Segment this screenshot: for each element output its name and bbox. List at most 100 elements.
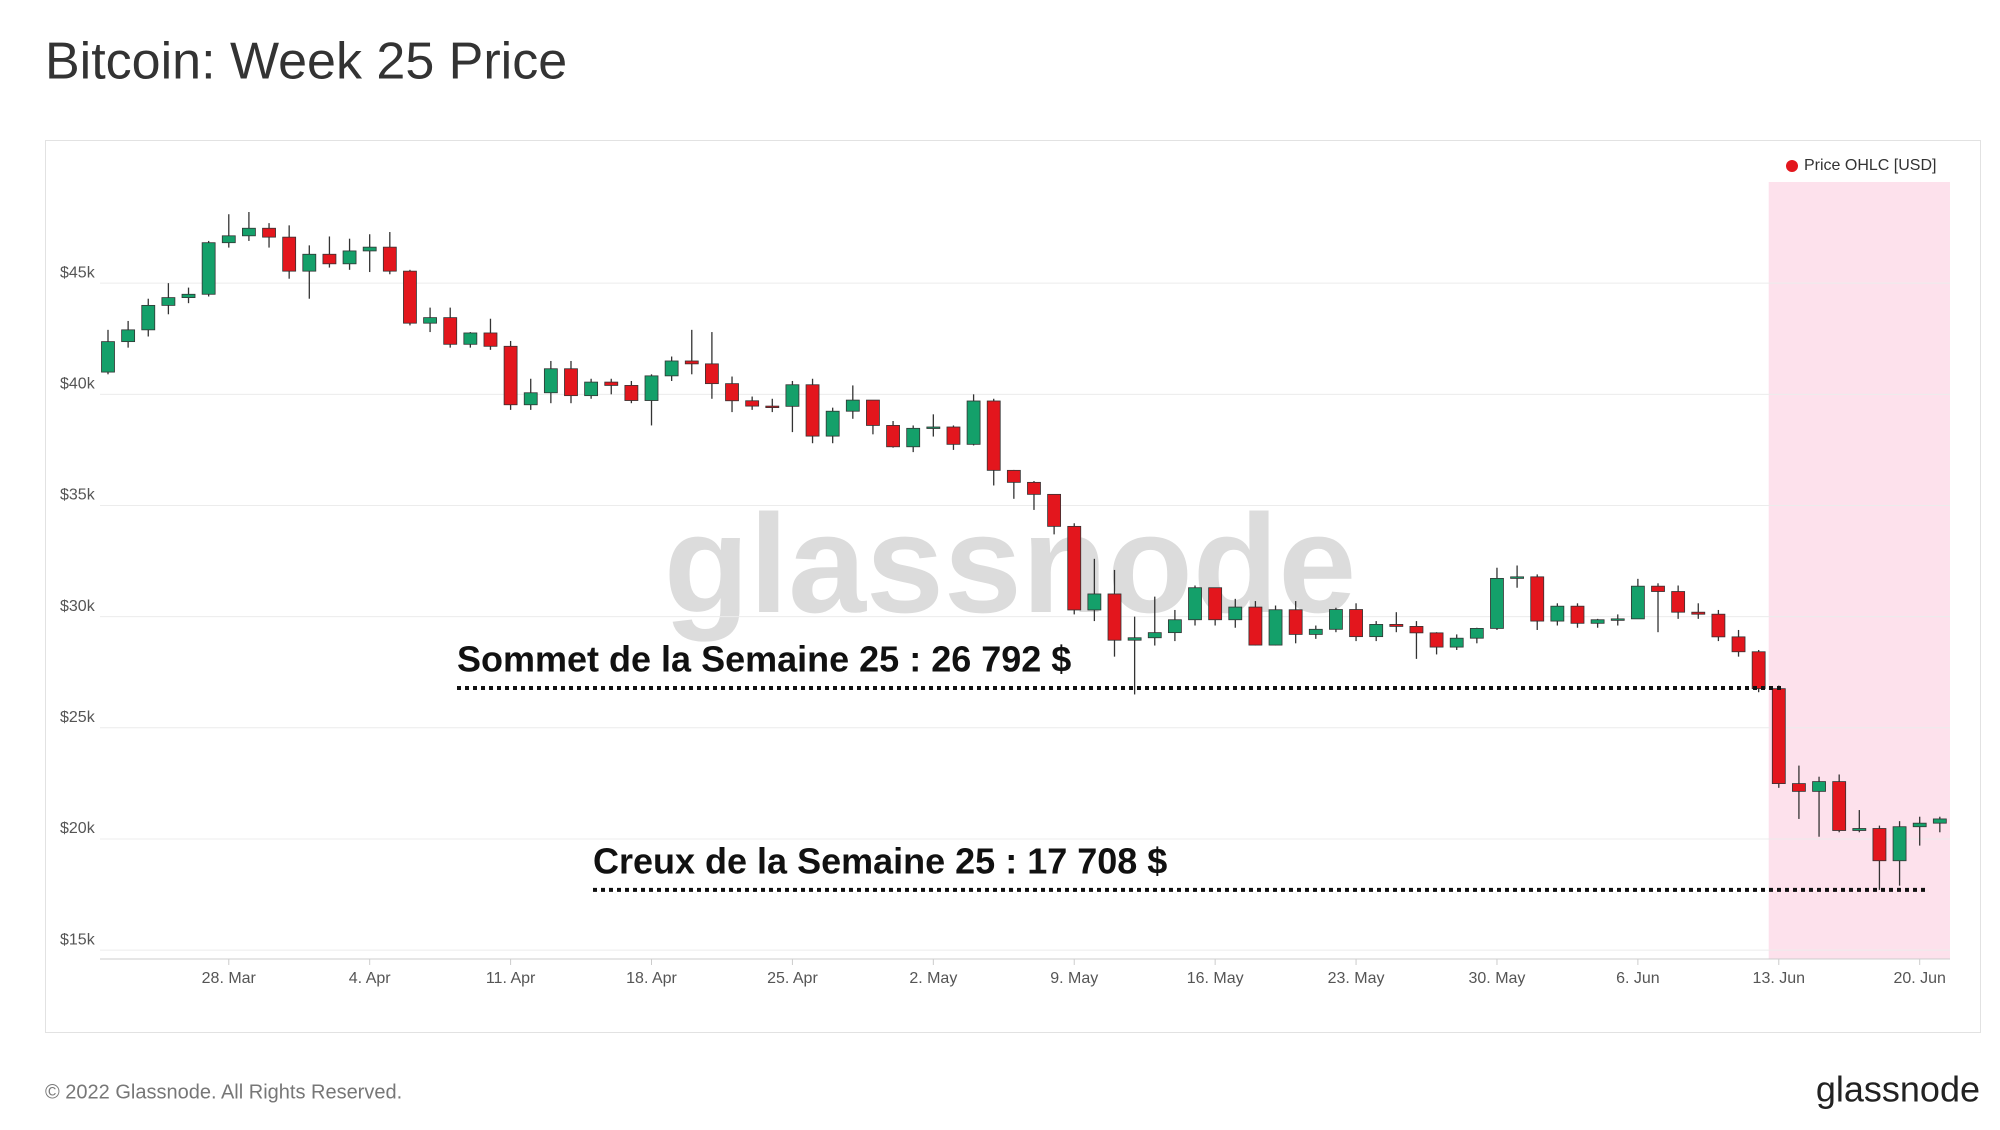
candle-body xyxy=(825,410,840,437)
candle-body xyxy=(1208,587,1223,621)
candle-body xyxy=(543,368,558,394)
candle-body xyxy=(1852,828,1867,831)
candle-body xyxy=(1228,606,1243,621)
candle-body xyxy=(1711,613,1726,638)
candle-body xyxy=(161,297,176,306)
candle-body xyxy=(362,246,377,252)
candle-body xyxy=(282,236,297,272)
candle-body xyxy=(423,317,437,324)
y-tick-label: $40k xyxy=(60,376,96,393)
candle-body xyxy=(1248,606,1263,646)
candle-body xyxy=(1792,783,1806,792)
legend-label: Price OHLC [USD] xyxy=(1804,157,1936,174)
candle-body xyxy=(1369,624,1384,638)
annotation-text: Sommet de la Semaine 25 : 26 792 $ xyxy=(457,638,1071,679)
candle-body xyxy=(181,293,196,299)
candle-body xyxy=(785,384,800,407)
x-tick-label: 13. Jun xyxy=(1753,970,1805,987)
candle-body xyxy=(705,363,719,385)
candle-body xyxy=(1751,651,1766,690)
logo: glassnode xyxy=(1816,1069,1980,1110)
x-tick-label: 20. Jun xyxy=(1893,970,1945,987)
highlight-band xyxy=(1768,182,1950,959)
annotation-text: Creux de la Semaine 25 : 17 708 $ xyxy=(593,840,1167,881)
candle-body xyxy=(1872,828,1887,862)
candle-body xyxy=(1449,637,1464,648)
candle-body xyxy=(1147,632,1162,639)
candle-body xyxy=(1349,609,1363,638)
chart-frame xyxy=(45,140,1981,1033)
y-tick-label: $15k xyxy=(60,931,96,948)
candle-body xyxy=(1510,576,1524,579)
x-tick-label: 11. Apr xyxy=(486,970,536,987)
legend-marker xyxy=(1786,160,1798,172)
x-tick-label: 28. Mar xyxy=(202,970,257,987)
candle-body xyxy=(1469,628,1484,639)
candle-body xyxy=(1107,593,1122,641)
candle-body xyxy=(745,400,760,407)
candle-body xyxy=(1409,626,1424,634)
candle-body xyxy=(1429,632,1444,648)
candle-body xyxy=(302,253,317,272)
candle-body xyxy=(403,270,417,324)
chart-title: Bitcoin: Week 25 Price xyxy=(45,33,567,91)
x-tick-label: 2. May xyxy=(909,970,957,987)
candle-body xyxy=(624,385,639,401)
candle-body xyxy=(101,341,115,373)
candle-body xyxy=(1006,469,1021,483)
candle-body xyxy=(725,383,739,402)
candle-body xyxy=(1288,609,1303,635)
candle-body xyxy=(1932,818,1947,824)
candle-body xyxy=(1570,605,1585,624)
candle-body xyxy=(966,400,981,445)
candle-body xyxy=(946,426,961,445)
candle-body xyxy=(1188,587,1202,621)
candle-body xyxy=(1771,688,1786,784)
candle-body xyxy=(1027,481,1041,495)
candle-body xyxy=(1308,628,1323,635)
x-tick-label: 23. May xyxy=(1328,970,1385,987)
candle-body xyxy=(1691,611,1706,615)
candle-body xyxy=(765,405,780,408)
candle-body xyxy=(1087,593,1102,611)
candle-body xyxy=(463,332,478,345)
candle-body xyxy=(1127,637,1142,641)
candle-body xyxy=(1671,591,1686,613)
candle-body xyxy=(1067,525,1082,611)
candle-body xyxy=(1047,493,1062,527)
candle-body xyxy=(262,227,276,238)
candle-body xyxy=(1389,624,1404,627)
candle-body xyxy=(221,235,236,244)
candle-body xyxy=(1530,576,1545,622)
candle-body xyxy=(1490,577,1504,629)
candle-body xyxy=(322,253,337,265)
candle-body xyxy=(1812,781,1826,792)
candle-body xyxy=(564,368,578,397)
candle-body xyxy=(141,304,156,331)
candle-body xyxy=(684,360,699,365)
y-tick-label: $20k xyxy=(60,820,96,837)
candle-body xyxy=(342,250,357,265)
y-tick-label: $35k xyxy=(60,487,96,504)
candle-body xyxy=(1610,618,1625,621)
candle-body xyxy=(1651,585,1665,592)
candle-body xyxy=(584,381,599,397)
candle-body xyxy=(201,242,216,295)
candle-body xyxy=(664,360,679,377)
candle-body xyxy=(906,427,921,448)
candle-body xyxy=(805,384,820,437)
x-tick-label: 4. Apr xyxy=(349,970,391,987)
candle-body xyxy=(604,381,619,386)
x-tick-label: 9. May xyxy=(1050,970,1098,987)
candle-body xyxy=(242,227,256,237)
candle-body xyxy=(845,399,860,412)
candle-body xyxy=(1590,619,1605,624)
candle-body xyxy=(523,392,538,406)
candle-body xyxy=(503,345,518,406)
y-tick-label: $25k xyxy=(60,709,96,726)
candle-body xyxy=(1550,605,1565,622)
y-tick-label: $30k xyxy=(60,598,96,615)
